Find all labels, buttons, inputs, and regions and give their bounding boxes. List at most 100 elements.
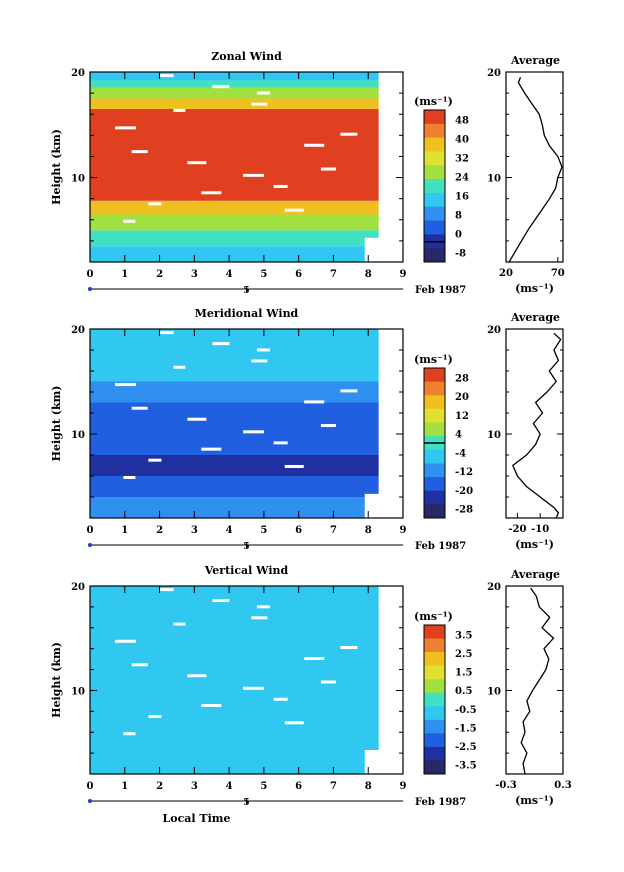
y-axis-label: Height (km) (50, 642, 63, 718)
date-label: Feb 1987 (415, 541, 466, 552)
colorbar-swatch (424, 179, 445, 194)
missing-data-streak (243, 686, 265, 690)
colorbar-swatch (424, 206, 445, 222)
y-tick-label: 20 (71, 325, 85, 336)
profile-title: Average (510, 54, 560, 67)
x-tick-label: 7 (330, 525, 337, 536)
x-tick-label: 3 (191, 525, 198, 536)
missing-data-streak (320, 680, 336, 684)
missing-data-streak (173, 108, 186, 112)
x-tick-label: 7 (330, 269, 337, 280)
missing-data-streak (340, 646, 358, 650)
panel-title: Zonal Wind (211, 50, 282, 63)
missing-data-streak (148, 458, 162, 462)
x-tick-label: 9 (400, 525, 407, 536)
missing-data-streak (284, 464, 304, 468)
colorbar-swatch (424, 395, 445, 410)
plot-frame (89, 71, 404, 263)
colorbar-swatch (424, 490, 445, 505)
colorbar-swatch (424, 449, 445, 464)
colorbar-label: 32 (455, 154, 469, 165)
colorbar-label: 40 (455, 135, 469, 146)
colorbar-label: -1.5 (455, 723, 477, 734)
x-tick-label: 1 (121, 525, 128, 536)
field-band (90, 246, 379, 262)
x-tick-label: 4 (226, 781, 233, 792)
profile-x-tick-label: 70 (551, 268, 565, 279)
colorbar-label: 16 (455, 192, 469, 203)
missing-data-streak (251, 359, 268, 363)
missing-data-streak (212, 342, 230, 346)
missing-data-streak (201, 704, 222, 708)
missing-data-streak (320, 424, 336, 428)
profile-frame (505, 328, 564, 519)
x-tick-label: 0 (87, 525, 94, 536)
colorbar-label: 2.5 (455, 649, 472, 660)
x-tick-label: 0 (87, 269, 94, 280)
missing-data-streak (251, 102, 268, 106)
colorbar-frame (423, 624, 446, 775)
x-tick-label: 5 (260, 525, 267, 536)
colorbar-label: -12 (455, 467, 473, 478)
profile-y-tick-label: 10 (487, 430, 501, 441)
colorbar-swatch (424, 760, 445, 775)
colorbar-swatch (424, 192, 445, 208)
profile-y-tick-label: 10 (487, 174, 501, 185)
y-tick-label: 10 (71, 686, 85, 697)
profile-x-tick-label: 20 (499, 268, 513, 279)
colorbar-label: 1.5 (455, 668, 472, 679)
field-band (90, 329, 379, 361)
missing-data-streak (187, 674, 207, 678)
missing-data-streak (304, 657, 325, 661)
colorbar-swatch (424, 137, 445, 152)
missing-data-streak (304, 143, 325, 147)
missing-data-streak (123, 219, 136, 223)
missing-data-streak (320, 167, 336, 171)
x-tick-label: 7 (330, 781, 337, 792)
x-axis-label: Local Time (163, 812, 231, 825)
x-tick-label: 1 (121, 781, 128, 792)
panel-title: Meridional Wind (195, 307, 299, 320)
colorbar-unit: (ms⁻¹) (414, 610, 453, 623)
profile-y-tick-label: 20 (487, 582, 501, 593)
x-tick-label: 2 (156, 269, 163, 280)
field-band (90, 360, 379, 382)
colorbar-swatch (424, 746, 445, 761)
missing-data-streak (173, 365, 186, 369)
field-band (90, 214, 379, 231)
profile-line (508, 77, 563, 263)
colorbar-swatch (424, 679, 445, 694)
colorbar-swatch (424, 477, 445, 492)
colorbar-label: -2.5 (455, 742, 477, 753)
missing-data-streak (243, 430, 265, 434)
field-band (90, 455, 379, 476)
missing-data-streak (131, 406, 148, 410)
colorbar-swatch (424, 368, 445, 383)
colorbar-label: 3.5 (455, 630, 472, 641)
field-band (90, 476, 379, 497)
field-band (90, 87, 379, 99)
colorbar-label: -8 (455, 249, 466, 260)
x-tick-label: 4 (226, 525, 233, 536)
missing-data-streak (284, 208, 304, 212)
plot-frame (89, 585, 404, 775)
x-tick-label: 6 (295, 525, 302, 536)
colorbar-swatch (424, 248, 445, 263)
missing-data-streak (212, 599, 230, 603)
missing-data-streak (123, 476, 136, 479)
missing-data-streak (284, 721, 304, 725)
x-tick-label: 8 (365, 525, 372, 536)
missing-data-streak (212, 85, 230, 89)
profile-x-tick-label: 0.3 (554, 780, 571, 791)
profile-x-tick-label: -10 (531, 524, 549, 535)
missing-data-streak (115, 383, 137, 387)
missing-data-streak (115, 126, 137, 130)
profile-x-axis-label: (ms⁻¹) (515, 538, 554, 551)
x-tick-label: 5 (260, 269, 267, 280)
profile-title: Average (510, 311, 560, 324)
field-band (90, 80, 379, 88)
y-tick-label: 20 (71, 68, 85, 79)
colorbar-swatch (424, 638, 445, 653)
